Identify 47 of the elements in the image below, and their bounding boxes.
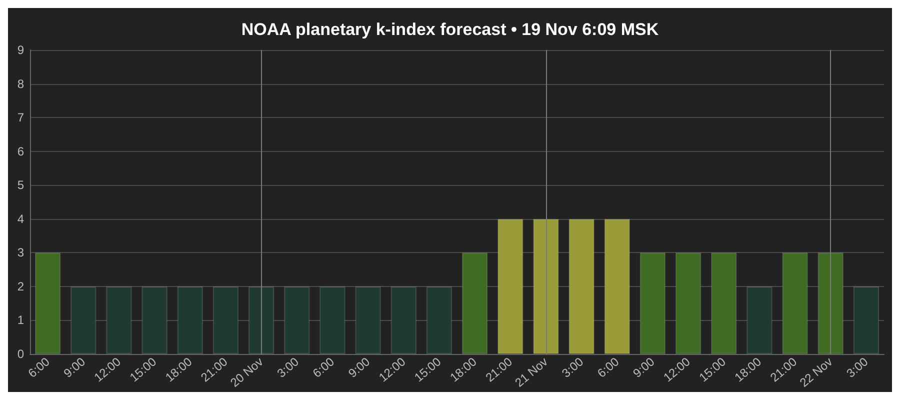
x-tick-label: 6:00 <box>594 354 622 380</box>
bar <box>70 286 96 354</box>
bar <box>248 286 274 354</box>
y-tick-label: 9 <box>17 43 24 57</box>
bar <box>818 252 844 354</box>
bar <box>142 286 168 354</box>
y-tick-label: 4 <box>17 212 24 226</box>
bar <box>746 286 772 354</box>
bar <box>675 252 702 354</box>
bar <box>568 218 594 354</box>
y-tick-label: 3 <box>17 246 24 260</box>
bar <box>782 252 808 354</box>
bar <box>498 218 524 354</box>
bar <box>355 286 381 354</box>
y-tick-label: 1 <box>17 313 24 328</box>
x-tick-label: 9:00 <box>60 354 88 380</box>
bar <box>426 286 452 354</box>
bar <box>212 286 239 354</box>
bar <box>853 286 880 354</box>
x-tick-label: 9:00 <box>346 354 373 380</box>
bar <box>462 252 488 354</box>
y-tick-label: 8 <box>17 76 24 91</box>
bar <box>284 286 310 354</box>
x-tick-label: 20 Nov <box>228 354 266 390</box>
y-tick-label: 5 <box>17 178 24 192</box>
x-tick-label: 6:00 <box>25 354 53 380</box>
bar <box>604 218 630 354</box>
bar <box>320 286 346 354</box>
y-tick-label: 0 <box>17 347 24 361</box>
x-tick-label: 3:00 <box>559 354 586 380</box>
x-tick-label: 22 Nov <box>796 354 836 390</box>
x-tick-label: 3:00 <box>274 354 302 380</box>
bar <box>640 252 666 354</box>
bar <box>533 218 559 354</box>
chart-title: NOAA planetary k-index forecast • 19 Nov 6:09 MSK <box>241 20 660 39</box>
bar <box>711 252 737 354</box>
bar <box>106 286 132 354</box>
bar <box>390 286 416 354</box>
x-tick-label: 21 Nov <box>512 354 550 390</box>
x-tick-label: 9:00 <box>630 354 658 380</box>
bar <box>177 286 203 354</box>
y-tick-label: 6 <box>17 144 24 158</box>
bar <box>34 252 61 354</box>
y-tick-label: 7 <box>17 110 24 125</box>
x-tick-label: 3:00 <box>844 354 871 380</box>
x-tick-label: 6:00 <box>310 354 338 380</box>
y-tick-label: 2 <box>17 279 24 294</box>
